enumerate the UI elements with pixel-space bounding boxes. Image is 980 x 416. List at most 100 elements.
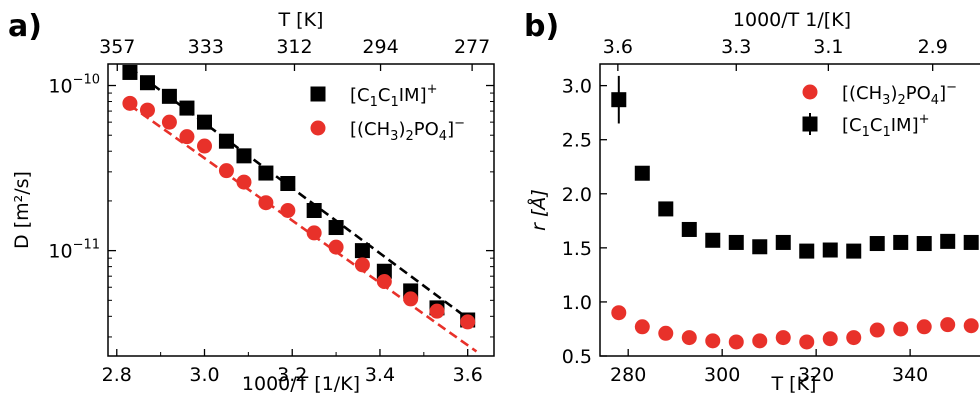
x-tick-label-a: 2.8 xyxy=(102,364,132,386)
data-point-b-1 xyxy=(940,233,956,249)
y-tick-label-b: 3.0 xyxy=(562,76,592,98)
x-tick-label-b: 320 xyxy=(798,364,834,386)
data-point-b-1 xyxy=(916,236,932,252)
data-point-a-0 xyxy=(354,243,370,259)
data-point-a-1 xyxy=(306,225,322,241)
data-point-a-1 xyxy=(236,174,252,190)
y-tick-label-a: 10−10 xyxy=(48,73,100,98)
data-point-b-0 xyxy=(705,333,721,349)
data-point-a-0 xyxy=(236,148,252,164)
data-point-b-1 xyxy=(846,243,862,259)
data-point-b-1 xyxy=(822,242,838,258)
y-tick-label-b: 2.0 xyxy=(562,184,592,206)
data-point-a-1 xyxy=(122,95,138,111)
x-tick-label-b: 340 xyxy=(892,364,928,386)
data-point-b-0 xyxy=(940,317,956,333)
y-tick-label-b: 2.5 xyxy=(562,130,592,152)
data-point-b-0 xyxy=(775,330,791,346)
plot-frame-b xyxy=(599,63,980,357)
legend-label-a-0: [C1​C1​IM]+​ xyxy=(350,82,438,110)
data-point-b-1 xyxy=(869,236,885,252)
data-point-b-1 xyxy=(752,239,768,255)
plot-frame-a xyxy=(107,63,495,357)
data-point-b-1 xyxy=(893,234,909,250)
data-point-a-1 xyxy=(328,239,344,255)
top-axis-label-a: T [K] xyxy=(278,9,324,31)
data-point-a-1 xyxy=(460,314,476,330)
data-point-b-1 xyxy=(799,243,815,259)
data-point-b-1 xyxy=(634,165,650,181)
data-point-a-1 xyxy=(354,257,370,273)
data-point-b-0 xyxy=(869,322,885,338)
top-tick-label-a: 277 xyxy=(454,36,490,58)
data-point-b-0 xyxy=(611,305,627,321)
data-point-b-0 xyxy=(893,321,909,337)
y-tick-label-b: 1.0 xyxy=(562,292,592,314)
top-tick-label-b: 3.6 xyxy=(603,36,633,58)
data-point-a-0 xyxy=(328,220,344,236)
data-point-b-0 xyxy=(822,331,838,347)
data-point-a-1 xyxy=(258,195,274,211)
data-point-b-0 xyxy=(681,330,697,346)
data-point-a-0 xyxy=(280,175,296,191)
panel-label-a: a) xyxy=(8,9,42,44)
x-tick-label-b: 280 xyxy=(610,364,646,386)
data-point-a-1 xyxy=(161,114,177,130)
data-point-b-1 xyxy=(611,92,627,108)
x-axis-label-b: T [K] xyxy=(771,373,817,395)
data-point-b-1 xyxy=(658,201,674,217)
data-point-a-0 xyxy=(139,75,155,91)
x-axis-label-a: 1000/T [1/K] xyxy=(242,373,360,395)
y-axis-label-a: D [m²/s] xyxy=(11,171,33,249)
data-point-a-1 xyxy=(139,102,155,118)
panel-b: b) 280 300 320 340 3.6 3.3 3.1 2.9 1000/T 1/[K] 0.… xyxy=(524,9,980,395)
data-point-a-0 xyxy=(376,263,392,279)
x-tick-label-a: 3.2 xyxy=(277,364,307,386)
data-point-a-0 xyxy=(306,202,322,218)
y-axis-label-b: r [Å] xyxy=(527,189,550,231)
data-point-b-1 xyxy=(681,221,697,237)
top-tick-label-a: 357 xyxy=(99,36,135,58)
top-tick-label-a: 294 xyxy=(362,36,398,58)
data-point-a-0 xyxy=(258,165,274,181)
x-tick-label-a: 3.4 xyxy=(365,364,395,386)
legend-marker-b-1 xyxy=(802,116,818,132)
x-tick-label-a: 3.0 xyxy=(189,364,219,386)
top-tick-label-b: 3.1 xyxy=(813,36,843,58)
data-point-a-0 xyxy=(122,64,138,80)
data-point-b-0 xyxy=(963,318,979,334)
data-point-a-1 xyxy=(376,274,392,290)
data-point-a-1 xyxy=(429,303,445,319)
x-tick-label-b: 300 xyxy=(704,364,740,386)
legend-marker-a-1 xyxy=(310,120,326,136)
legend-marker-a-0 xyxy=(310,86,326,102)
data-point-b-0 xyxy=(728,334,744,350)
data-point-b-1 xyxy=(728,234,744,250)
top-tick-label-a: 312 xyxy=(276,36,312,58)
data-point-b-1 xyxy=(775,234,791,250)
data-point-a-1 xyxy=(179,129,195,145)
data-point-b-0 xyxy=(658,325,674,341)
top-tick-label-a: 333 xyxy=(188,36,224,58)
y-tick-label-b: 1.5 xyxy=(562,238,592,260)
data-point-b-0 xyxy=(846,330,862,346)
data-point-a-1 xyxy=(197,138,212,154)
data-point-b-0 xyxy=(752,333,768,349)
top-tick-label-b: 3.3 xyxy=(721,36,751,58)
data-point-a-0 xyxy=(179,100,195,116)
top-tick-label-b: 2.9 xyxy=(918,36,948,58)
fit-line-a-1 xyxy=(129,104,478,353)
data-point-a-1 xyxy=(218,163,234,179)
data-point-b-0 xyxy=(799,334,815,350)
data-point-b-1 xyxy=(963,234,979,250)
data-point-a-1 xyxy=(403,291,419,307)
y-tick-label-a: 10−11 xyxy=(48,238,100,263)
data-point-a-0 xyxy=(197,114,212,130)
legend-label-b-0: [(CH3​)2​PO4​]−​ xyxy=(842,80,957,108)
panel-label-b: b) xyxy=(524,9,559,44)
legend-marker-b-0 xyxy=(802,84,818,100)
legend-label-b-1: [C1​C1​IM]+​ xyxy=(842,112,930,140)
panel-a: a) 2.8 3.0 3.2 3.4 3.6 357 333 312 294 277 T [K] 10−… xyxy=(8,9,495,395)
data-point-a-0 xyxy=(161,88,177,104)
